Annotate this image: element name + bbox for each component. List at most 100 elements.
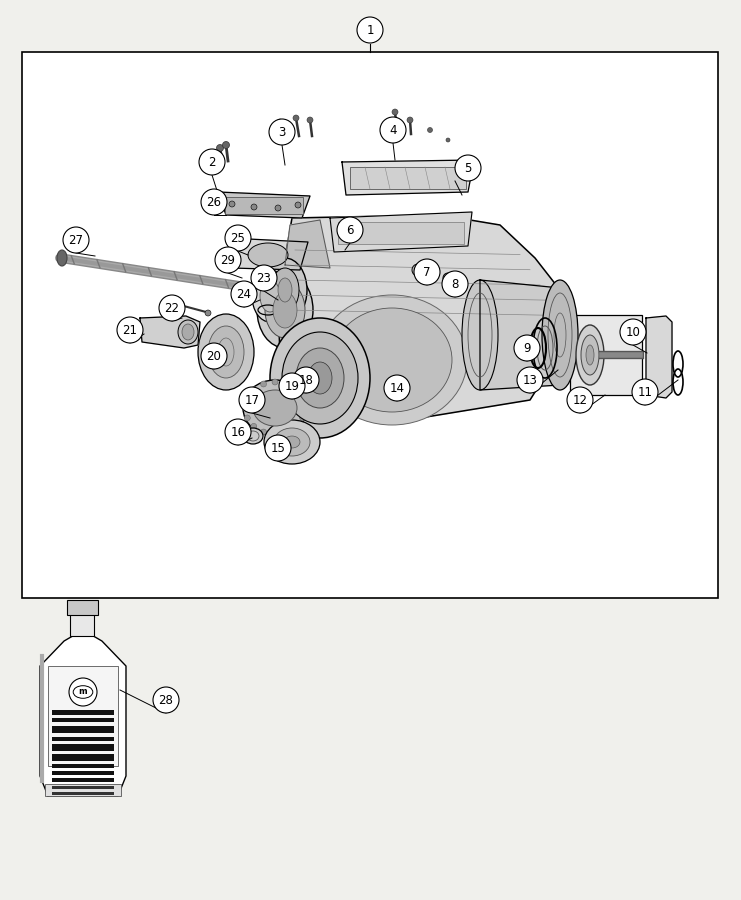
Circle shape <box>284 381 290 387</box>
Circle shape <box>69 678 97 706</box>
Circle shape <box>299 395 306 401</box>
Circle shape <box>159 295 185 321</box>
FancyBboxPatch shape <box>52 737 114 741</box>
Polygon shape <box>330 212 472 252</box>
Text: 14: 14 <box>390 382 405 394</box>
FancyBboxPatch shape <box>52 778 114 782</box>
FancyBboxPatch shape <box>48 666 118 766</box>
FancyBboxPatch shape <box>52 710 114 715</box>
Text: 7: 7 <box>423 266 431 278</box>
Text: 5: 5 <box>465 161 472 175</box>
FancyBboxPatch shape <box>52 771 114 775</box>
Text: 17: 17 <box>245 393 259 407</box>
Circle shape <box>215 247 241 273</box>
Circle shape <box>293 423 299 429</box>
Text: 28: 28 <box>159 694 173 706</box>
Ellipse shape <box>308 362 332 394</box>
Circle shape <box>567 387 593 413</box>
Circle shape <box>199 149 225 175</box>
FancyBboxPatch shape <box>52 754 114 761</box>
Ellipse shape <box>317 295 467 425</box>
Circle shape <box>277 119 283 125</box>
Ellipse shape <box>278 278 292 302</box>
Circle shape <box>269 119 295 145</box>
Text: 9: 9 <box>523 341 531 355</box>
Circle shape <box>201 343 227 369</box>
Ellipse shape <box>57 250 67 266</box>
Circle shape <box>620 319 646 345</box>
Circle shape <box>153 687 179 713</box>
Polygon shape <box>228 238 308 270</box>
Ellipse shape <box>264 420 320 464</box>
Circle shape <box>205 310 211 316</box>
Circle shape <box>337 217 363 243</box>
Circle shape <box>446 138 450 142</box>
Circle shape <box>245 395 250 401</box>
Text: 16: 16 <box>230 426 245 438</box>
FancyBboxPatch shape <box>67 599 98 615</box>
Circle shape <box>380 117 406 143</box>
Ellipse shape <box>332 308 452 412</box>
Circle shape <box>242 405 248 411</box>
Text: m: m <box>79 688 87 697</box>
Ellipse shape <box>271 268 299 312</box>
Text: 13: 13 <box>522 374 537 386</box>
Ellipse shape <box>260 280 280 312</box>
Circle shape <box>293 387 299 392</box>
Text: 2: 2 <box>208 156 216 168</box>
Polygon shape <box>342 160 474 195</box>
FancyBboxPatch shape <box>52 726 114 733</box>
FancyBboxPatch shape <box>52 786 114 789</box>
Circle shape <box>392 109 398 115</box>
Ellipse shape <box>198 314 254 390</box>
FancyBboxPatch shape <box>52 744 114 751</box>
Text: 23: 23 <box>256 272 271 284</box>
Circle shape <box>284 429 290 435</box>
Circle shape <box>442 271 468 297</box>
Circle shape <box>632 379 658 405</box>
Text: 4: 4 <box>389 123 396 137</box>
Ellipse shape <box>581 335 599 375</box>
Ellipse shape <box>542 280 578 390</box>
Circle shape <box>176 300 184 308</box>
Polygon shape <box>480 280 560 390</box>
Text: 15: 15 <box>270 442 285 454</box>
Text: 22: 22 <box>165 302 179 314</box>
Circle shape <box>299 415 306 421</box>
Circle shape <box>239 387 265 413</box>
FancyBboxPatch shape <box>70 614 94 636</box>
Text: 19: 19 <box>285 380 299 392</box>
Circle shape <box>225 225 251 251</box>
Polygon shape <box>646 316 672 398</box>
Polygon shape <box>285 220 330 268</box>
Ellipse shape <box>284 436 300 448</box>
Ellipse shape <box>462 280 498 390</box>
FancyBboxPatch shape <box>225 197 303 214</box>
Circle shape <box>272 431 278 437</box>
FancyBboxPatch shape <box>338 222 464 244</box>
Circle shape <box>265 435 291 461</box>
Circle shape <box>275 205 281 211</box>
Text: 26: 26 <box>207 195 222 209</box>
Text: 8: 8 <box>451 277 459 291</box>
Circle shape <box>455 155 481 181</box>
Circle shape <box>251 204 257 210</box>
Circle shape <box>412 264 424 276</box>
Circle shape <box>63 227 89 253</box>
Ellipse shape <box>248 243 288 267</box>
Circle shape <box>222 141 230 149</box>
Circle shape <box>261 429 267 435</box>
Circle shape <box>357 17 383 43</box>
Ellipse shape <box>282 332 358 424</box>
Ellipse shape <box>576 325 604 385</box>
FancyBboxPatch shape <box>22 52 718 598</box>
Text: 18: 18 <box>299 374 313 386</box>
Ellipse shape <box>273 292 297 328</box>
Circle shape <box>272 379 278 385</box>
Ellipse shape <box>296 348 344 408</box>
Circle shape <box>428 128 433 132</box>
Polygon shape <box>140 316 200 348</box>
FancyBboxPatch shape <box>570 315 642 395</box>
Circle shape <box>407 117 413 123</box>
Ellipse shape <box>208 326 244 378</box>
